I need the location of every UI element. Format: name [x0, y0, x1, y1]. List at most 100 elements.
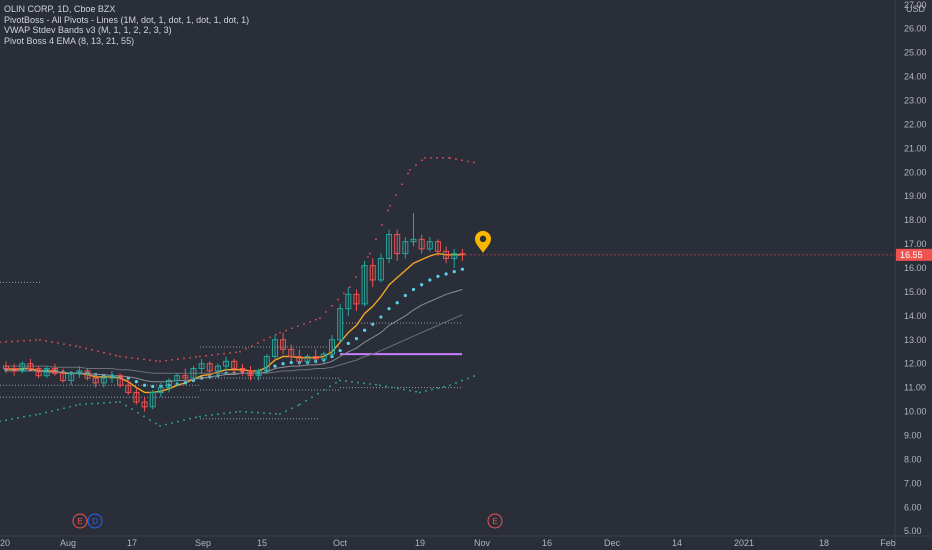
- candle-body[interactable]: [3, 365, 9, 370]
- vwap-lower-band-dot: [437, 387, 439, 390]
- candle-body[interactable]: [288, 348, 295, 358]
- vwap-upper-band-dot: [177, 358, 179, 361]
- vwap-lower-band-dot: [397, 387, 399, 390]
- candle-body[interactable]: [255, 370, 262, 377]
- candle-body[interactable]: [231, 360, 238, 370]
- ema-13-dot: [354, 336, 359, 341]
- vwap-lower-band-dot: [467, 377, 469, 380]
- y-tick-label: 13.00: [904, 335, 927, 345]
- vwap-lower-band-dot: [369, 383, 371, 385]
- vwap-upper-band-dot: [115, 354, 117, 357]
- vwap-lower-band-dot: [183, 419, 185, 422]
- candle-body[interactable]: [434, 241, 441, 252]
- candle-body[interactable]: [35, 368, 42, 377]
- candle-body[interactable]: [377, 257, 384, 281]
- y-tick-label: 20.00: [904, 167, 927, 177]
- vwap-upper-band-dot: [11, 340, 13, 343]
- ema-13-dot: [142, 383, 147, 387]
- candle-body[interactable]: [100, 377, 107, 384]
- candle-body[interactable]: [51, 368, 58, 374]
- candle-body[interactable]: [198, 363, 205, 370]
- candle-body[interactable]: [280, 339, 287, 350]
- legend-indicator-pivots[interactable]: PivotBoss - All Pivots - Lines (1M, dot,…: [4, 14, 250, 25]
- candle-body[interactable]: [214, 365, 221, 372]
- candle-body[interactable]: [247, 370, 254, 377]
- event-marker-e[interactable]: [72, 513, 88, 529]
- candle-body[interactable]: [426, 241, 433, 250]
- candle-body[interactable]: [43, 368, 50, 377]
- vwap-upper-band-dot: [165, 359, 167, 362]
- y-tick-label: 8.00: [904, 454, 922, 464]
- vwap-upper-band-dot: [109, 353, 111, 356]
- candle-body[interactable]: [329, 339, 335, 355]
- legend-indicator-ema[interactable]: Pivot Boss 4 EMA (8, 13, 21, 55): [4, 35, 135, 46]
- candle-body[interactable]: [386, 234, 393, 259]
- candle-body[interactable]: [19, 363, 26, 372]
- y-tick-label: 22.00: [904, 119, 927, 129]
- vwap-upper-band-dot: [421, 159, 423, 162]
- legend-indicator-vwap[interactable]: VWAP Stdev Bands v3 (M, 1, 1, 2, 2, 3, 3…: [4, 25, 172, 35]
- candle-body[interactable]: [361, 265, 368, 305]
- candle-body[interactable]: [27, 363, 34, 370]
- candle-body[interactable]: [84, 370, 91, 379]
- vwap-upper-band-dot: [51, 341, 53, 343]
- candle-body[interactable]: [182, 375, 189, 379]
- vwap-upper-band-dot: [119, 355, 121, 358]
- vwap-upper-band-dot: [131, 357, 133, 359]
- vwap-upper-band-dot: [143, 358, 145, 361]
- vwap-upper-band-dot: [0, 341, 1, 344]
- event-marker-e[interactable]: [487, 513, 503, 529]
- candle-body[interactable]: [68, 372, 75, 381]
- vwap-upper-band-dot: [239, 350, 241, 353]
- candle-body[interactable]: [108, 375, 115, 379]
- candle-body[interactable]: [263, 356, 270, 372]
- vwap-lower-band-dot: [155, 422, 157, 425]
- candle-body[interactable]: [125, 384, 132, 393]
- candle-body[interactable]: [312, 356, 319, 360]
- candle-body[interactable]: [271, 339, 278, 358]
- legend-title[interactable]: OLIN CORP, 1D, Cboe BZX: [4, 4, 116, 14]
- event-marker-d[interactable]: [87, 513, 103, 529]
- candle-body[interactable]: [166, 379, 172, 389]
- candle-body[interactable]: [149, 391, 156, 408]
- candle-body[interactable]: [418, 238, 425, 250]
- candle-body[interactable]: [223, 360, 230, 367]
- candle-body[interactable]: [11, 368, 18, 372]
- candle-body[interactable]: [369, 265, 376, 281]
- candle-body[interactable]: [337, 308, 344, 341]
- ema-13-dot: [420, 283, 424, 287]
- y-tick-label: 19.00: [904, 191, 927, 201]
- candle-body[interactable]: [304, 356, 311, 362]
- vwap-lower-band-dot: [245, 411, 247, 413]
- vwap-lower-band-dot: [35, 413, 37, 416]
- candle-body[interactable]: [206, 363, 213, 372]
- vwap-upper-band-dot: [436, 157, 438, 159]
- candle-body[interactable]: [76, 370, 83, 374]
- candle-body[interactable]: [451, 253, 458, 259]
- vwap-upper-band-dot: [171, 358, 173, 361]
- candle-body[interactable]: [157, 387, 164, 393]
- candle-body[interactable]: [190, 368, 197, 379]
- vwap-upper-band-dot: [401, 183, 403, 186]
- candle-body[interactable]: [141, 401, 148, 408]
- candle-body[interactable]: [92, 377, 99, 384]
- candle-body[interactable]: [133, 391, 140, 403]
- candle-body[interactable]: [443, 250, 450, 259]
- candle-body[interactable]: [60, 372, 67, 381]
- candle-body[interactable]: [320, 353, 327, 360]
- candle-body[interactable]: [402, 241, 409, 255]
- candle-body[interactable]: [117, 375, 124, 386]
- vwap-lower-band-dot: [189, 417, 191, 420]
- vwap-lower-band-dot: [345, 380, 347, 383]
- candle-body[interactable]: [296, 356, 303, 362]
- candle-body[interactable]: [345, 293, 352, 310]
- y-tick-label: 6.00: [904, 502, 922, 512]
- ema-13-dot: [379, 315, 383, 319]
- candle-body[interactable]: [410, 238, 417, 243]
- candle-body[interactable]: [394, 234, 401, 255]
- candle-body[interactable]: [239, 368, 246, 372]
- candle-body[interactable]: [174, 375, 181, 381]
- vwap-upper-band-dot: [229, 352, 231, 354]
- candle-body[interactable]: [353, 293, 360, 305]
